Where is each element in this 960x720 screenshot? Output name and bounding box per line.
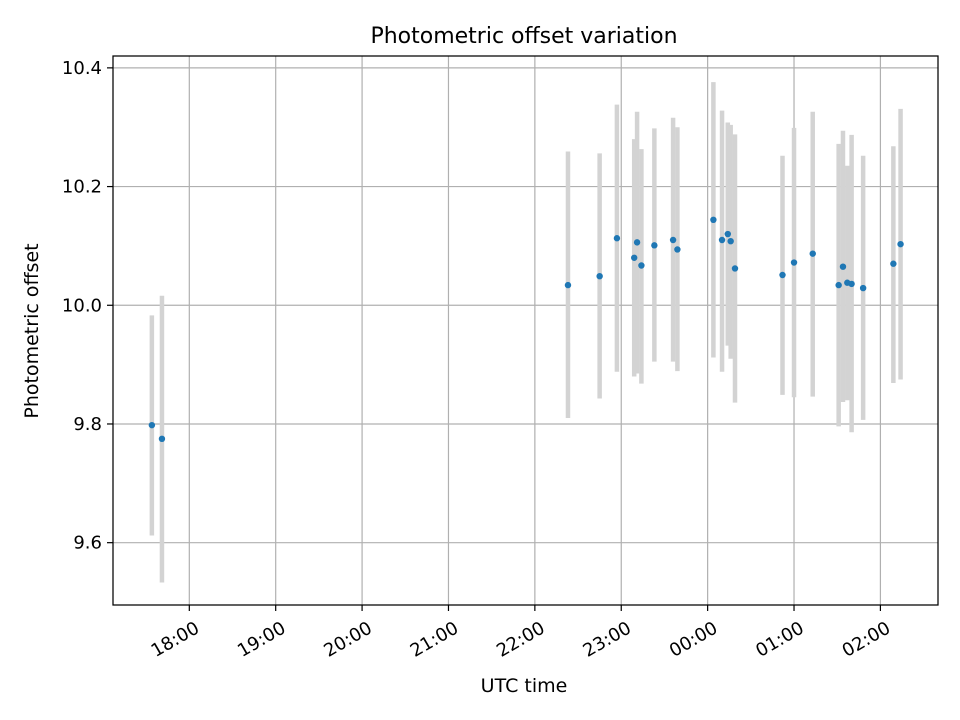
- data-point: [158, 435, 166, 443]
- data-point: [779, 271, 786, 279]
- x-tick-label: 22:00: [493, 618, 548, 662]
- data-point: [718, 236, 726, 244]
- data-point: [890, 260, 897, 267]
- y-tick-label: 9.8: [73, 414, 102, 435]
- x-tick-label: 20:00: [320, 618, 375, 662]
- data-point: [651, 242, 658, 249]
- errorbar-layer: [149, 82, 903, 583]
- data-point: [731, 265, 739, 272]
- plot-area-frame: [112, 55, 939, 606]
- data-point: [835, 281, 842, 289]
- data-point-layer: [148, 216, 904, 443]
- grid-layer: [113, 56, 938, 605]
- data-point: [674, 246, 681, 253]
- data-point: [859, 284, 867, 292]
- data-point: [710, 216, 717, 224]
- data-point: [848, 280, 855, 288]
- data-point: [631, 254, 638, 261]
- data-point: [638, 262, 645, 269]
- tick-layer: 18:00 19:00 20:00 21:00 22:00 23:00 00:00 01:00…: [62, 58, 894, 662]
- data-point: [564, 281, 572, 289]
- x-tick-label: 00:00: [666, 618, 721, 662]
- data-point: [669, 236, 677, 244]
- x-tick-label: 21:00: [407, 618, 462, 662]
- x-tick-label: 01:00: [752, 618, 807, 662]
- x-tick-label: 19:00: [234, 618, 289, 662]
- y-tick-label: 10.4: [62, 58, 102, 79]
- data-point: [148, 421, 156, 429]
- data-point: [897, 240, 904, 248]
- x-tick-label: 02:00: [839, 618, 894, 662]
- data-point: [839, 263, 847, 270]
- x-tick-label: 18:00: [148, 618, 203, 662]
- x-axis-label: UTC time: [481, 675, 568, 697]
- data-point: [596, 272, 603, 280]
- data-point: [727, 237, 734, 245]
- data-point: [613, 235, 621, 242]
- y-tick-label: 9.6: [73, 533, 102, 554]
- y-axis-label: Photometric offset: [21, 243, 43, 418]
- y-tick-label: 10.2: [62, 177, 102, 198]
- data-point: [633, 239, 641, 246]
- data-point: [809, 250, 816, 257]
- y-tick-label: 10.0: [62, 295, 102, 316]
- data-point: [724, 230, 731, 238]
- x-tick-label: 23:00: [580, 618, 635, 662]
- chart-title: Photometric offset variation: [370, 24, 677, 49]
- data-point: [790, 259, 798, 266]
